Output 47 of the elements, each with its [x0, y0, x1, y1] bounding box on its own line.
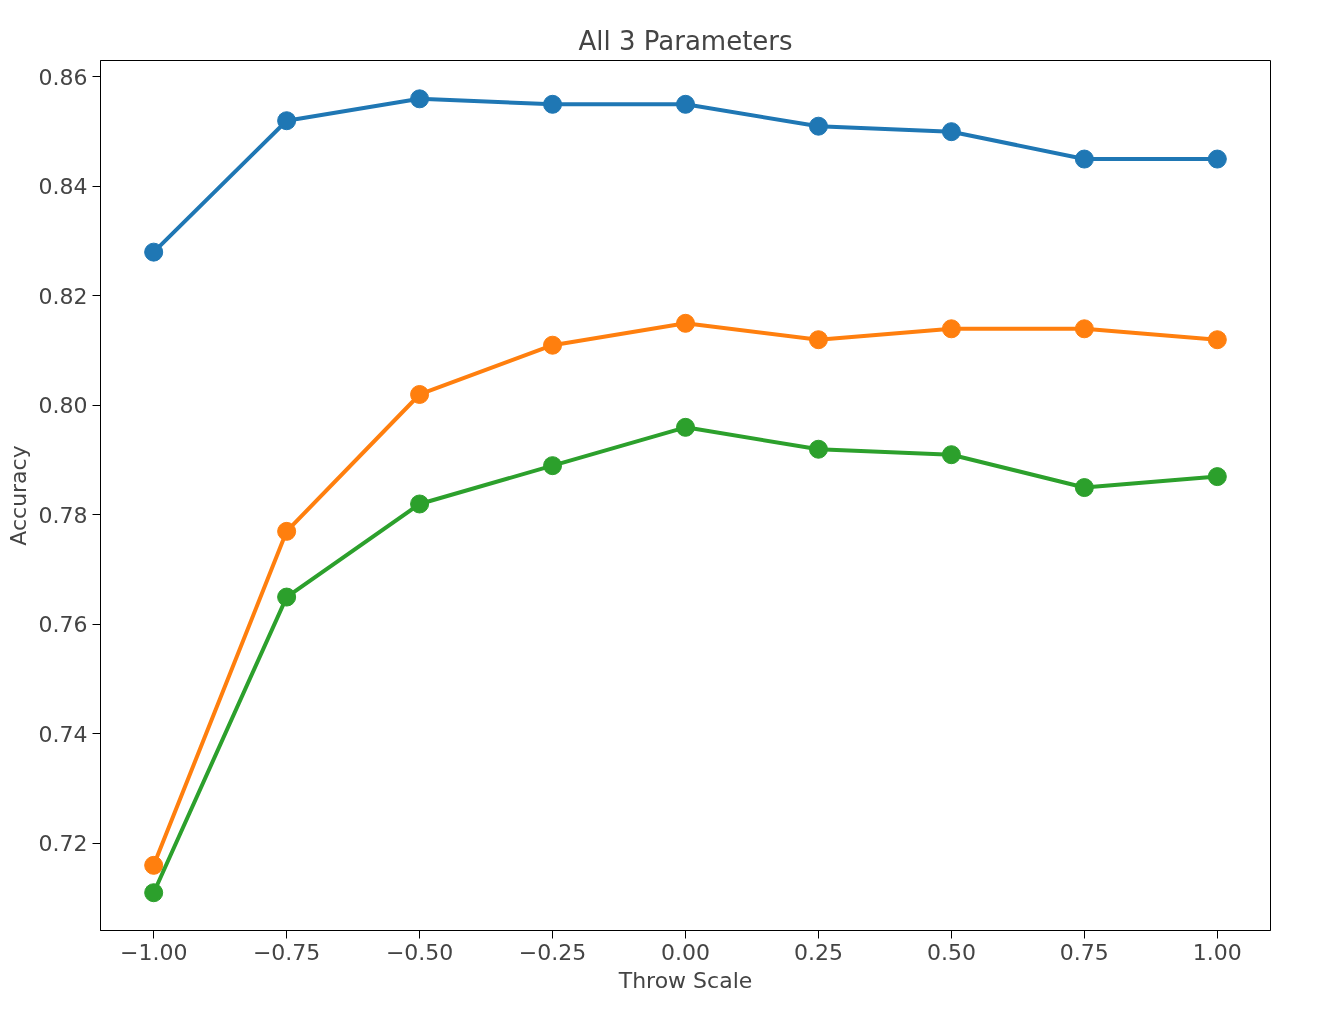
point [144, 883, 164, 903]
point [1074, 149, 1094, 169]
point [1207, 467, 1227, 487]
x-tick-label: 0.00 [661, 939, 710, 965]
point [277, 111, 297, 131]
point [808, 330, 828, 350]
point [1207, 330, 1227, 350]
y-tick-label: 0.74 [38, 721, 88, 747]
y-tick-label: 0.80 [38, 393, 88, 419]
point [1074, 319, 1094, 339]
x-tick-label: 1.00 [1192, 939, 1242, 965]
point [144, 855, 164, 875]
y-tick-label: 0.72 [38, 831, 88, 857]
point [543, 335, 563, 355]
point [144, 242, 164, 262]
y-tick-label: 0.86 [38, 64, 88, 90]
y-axis-title: Accuracy [5, 445, 31, 546]
x-tick-label: 0.50 [926, 939, 976, 965]
point [941, 122, 961, 142]
point [410, 385, 430, 404]
point [808, 116, 828, 136]
y-tick-label: 0.76 [38, 612, 88, 638]
point [941, 319, 961, 339]
point [543, 94, 563, 114]
point [1074, 478, 1094, 498]
point [543, 456, 563, 476]
x-axis-title: Throw Scale [617, 967, 753, 993]
point [676, 417, 695, 437]
x-tick-label: −0.75 [252, 939, 321, 965]
x-tick-label: −0.25 [518, 939, 587, 965]
point [676, 94, 695, 114]
point [277, 521, 297, 541]
point [676, 313, 695, 333]
point [941, 445, 961, 465]
y-tick-label: 0.84 [38, 174, 88, 200]
point [1207, 149, 1227, 169]
y-tick-label: 0.78 [38, 502, 88, 528]
x-tick-label: −1.00 [119, 939, 188, 965]
x-tick-label: −0.50 [385, 939, 454, 965]
point [410, 494, 430, 514]
point [277, 587, 297, 607]
x-tick-label: 0.25 [793, 939, 843, 965]
y-tick-label: 0.82 [38, 283, 88, 309]
x-tick-label: 0.75 [1059, 939, 1109, 965]
point [808, 439, 828, 459]
chart-title: All 3 Parameters [578, 25, 793, 56]
point [410, 89, 430, 109]
